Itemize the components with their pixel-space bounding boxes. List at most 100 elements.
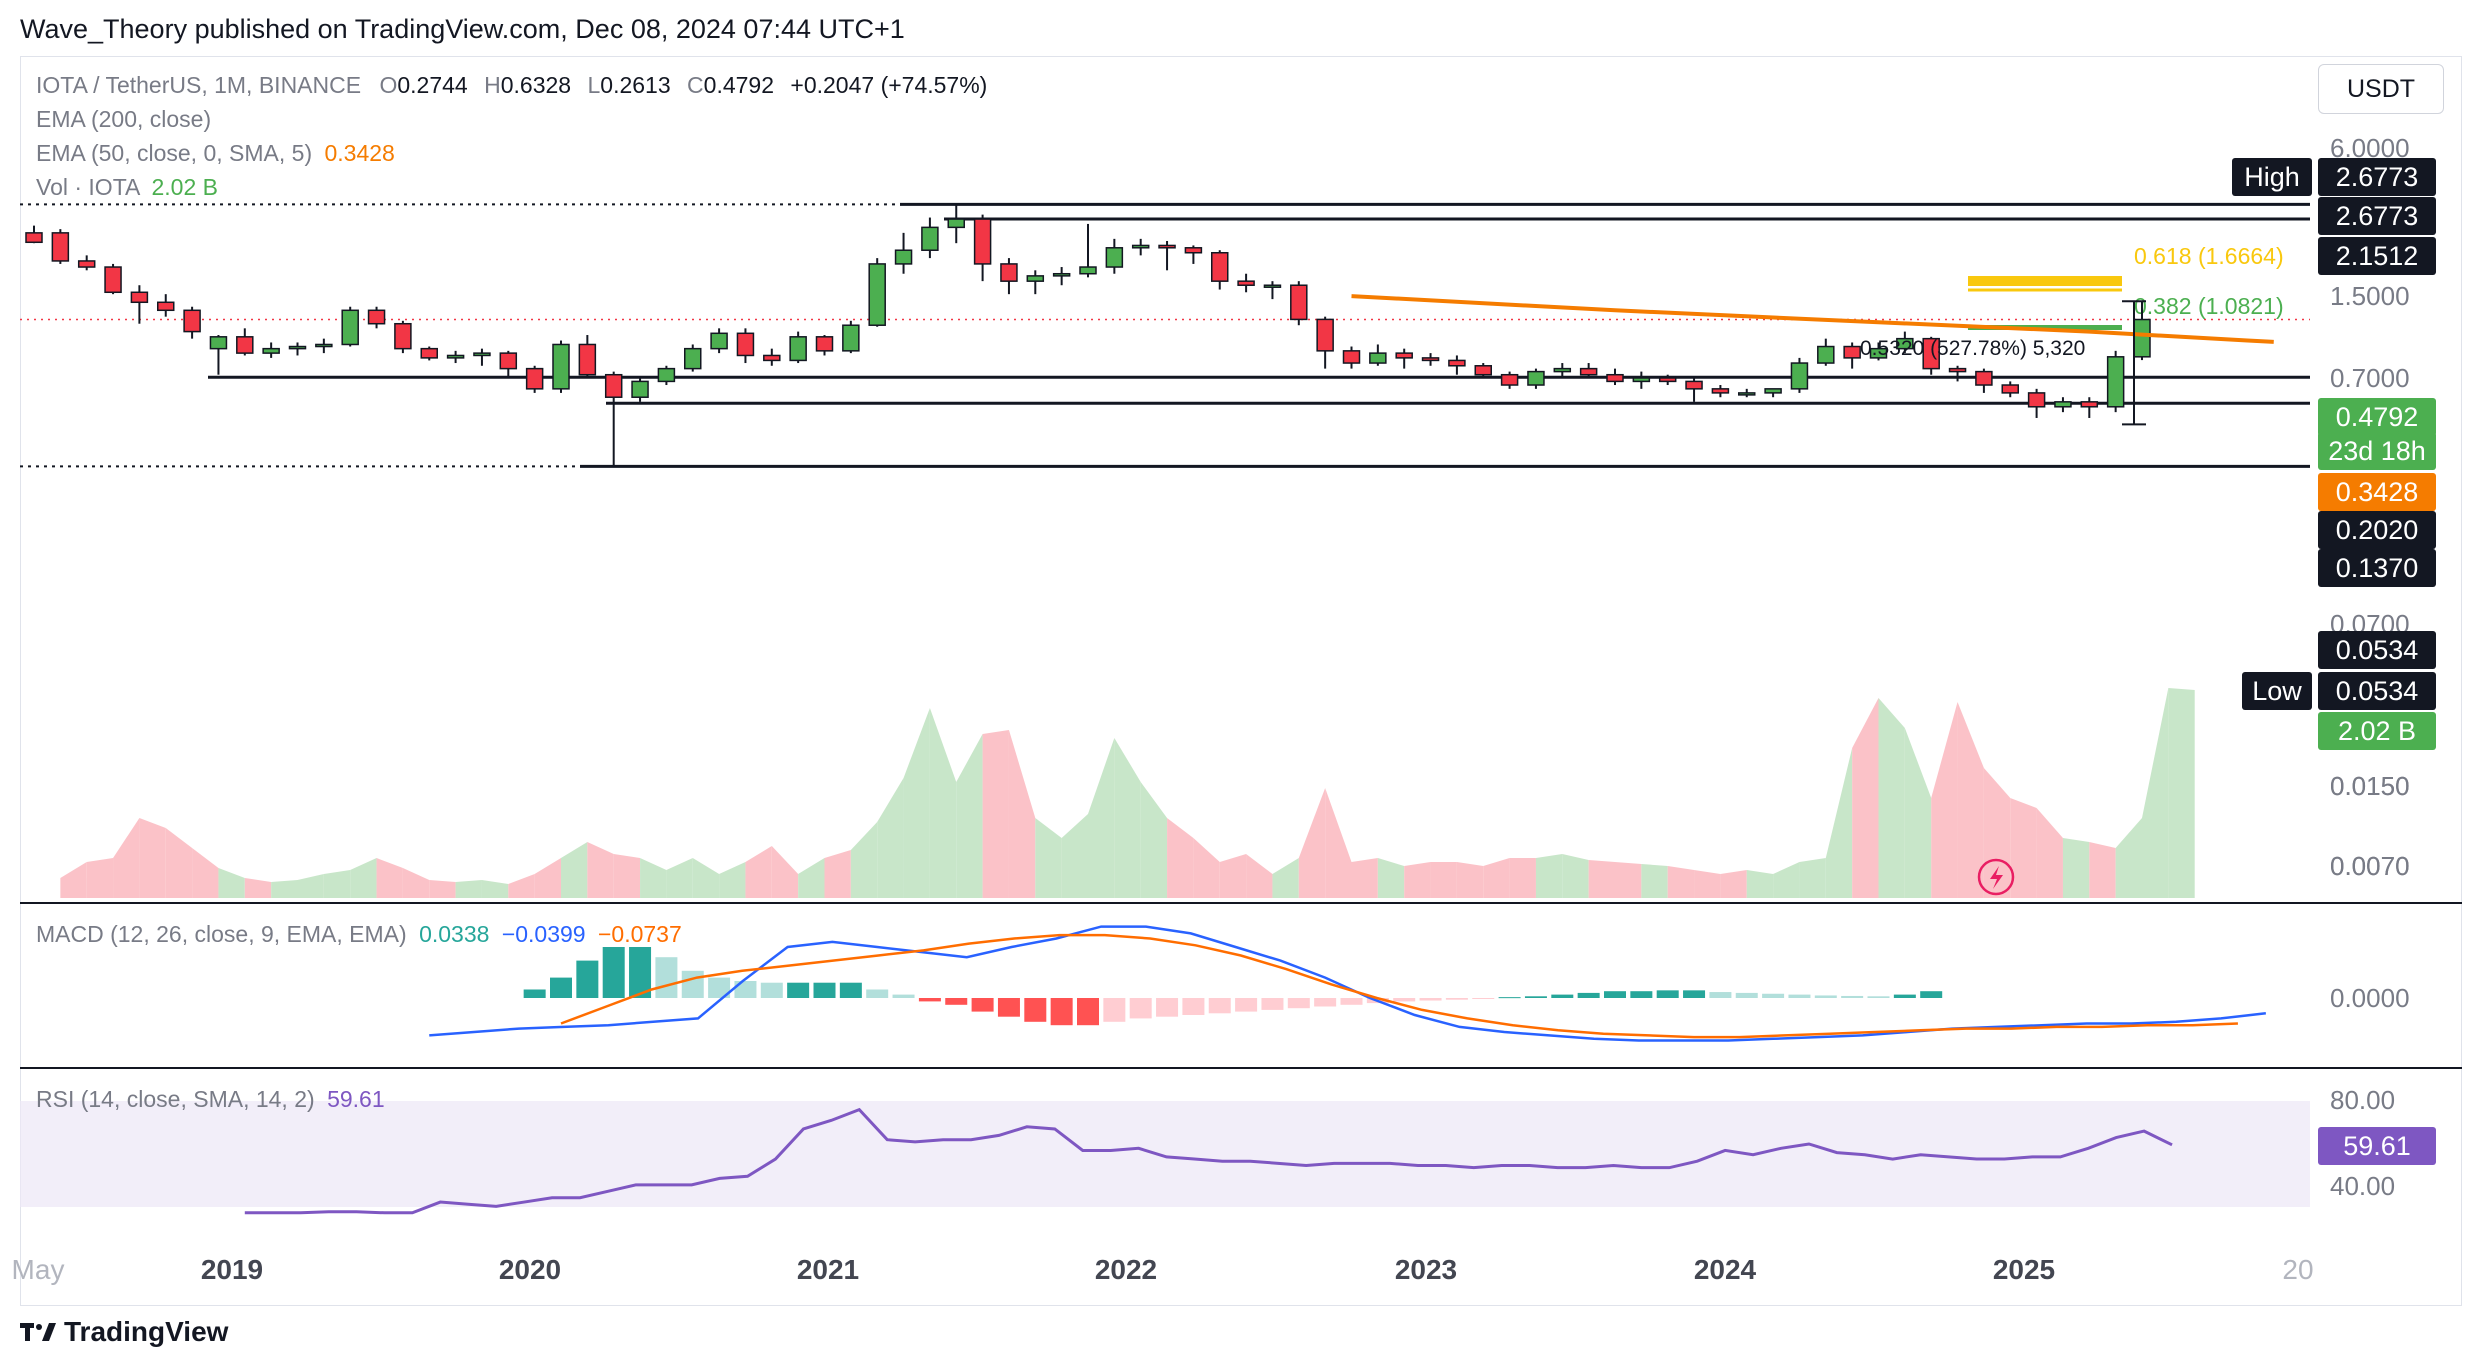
- symbol-pair[interactable]: IOTA / TetherUS, 1M, BINANCE: [36, 72, 362, 98]
- rsi-label[interactable]: RSI (14, close, SMA, 14, 2): [36, 1086, 315, 1112]
- rsi-value: 59.61: [327, 1086, 385, 1112]
- support-tag-2: 0.1370: [2336, 553, 2419, 583]
- low-line-tag-bg: [2318, 631, 2436, 669]
- volume-area-segment: [1325, 788, 1352, 898]
- ema-value-tag-bg: [2318, 473, 2436, 511]
- candle-body: [1079, 266, 1097, 275]
- volume-area-segment: [1694, 870, 1721, 898]
- candle-body: [2133, 318, 2151, 358]
- macd-axis-tick: 0.0000: [2330, 983, 2410, 1013]
- candle-body: [1395, 352, 1413, 359]
- macd-histogram-bar: [1235, 998, 1258, 1012]
- ema200-legend[interactable]: EMA (200, close): [36, 106, 211, 133]
- candle-body: [1105, 247, 1124, 268]
- macd-label[interactable]: MACD (12, 26, close, 9, EMA, EMA): [36, 921, 407, 947]
- candle-body: [1948, 367, 1967, 373]
- volume-area-segment: [1246, 854, 1273, 898]
- candle-body: [1790, 362, 1809, 390]
- lightning-icon: [1990, 866, 2003, 889]
- candle-body: [446, 354, 465, 359]
- low-line-tag: 0.0534: [2336, 635, 2419, 665]
- macd-histogram-bar: [1841, 995, 1864, 998]
- ema200-label[interactable]: EMA (200, close): [36, 106, 212, 132]
- time-axis-tick: 2020: [499, 1254, 561, 1285]
- volume-area-segment: [2142, 688, 2169, 898]
- low-price-tag-bg: [2318, 672, 2436, 710]
- macd-hist-value: 0.0338: [419, 921, 490, 947]
- macd-histogram-bar: [787, 982, 810, 998]
- volume-area-segment: [1140, 782, 1168, 898]
- candle-body: [578, 343, 597, 376]
- low-label-tag-bg: [2242, 672, 2312, 710]
- volume-area-segment: [1298, 788, 1326, 898]
- volume-area-segment: [1825, 748, 1853, 898]
- macd-line: [429, 925, 2266, 1042]
- price-axis-tick: 1.5000: [2330, 281, 2410, 311]
- tradingview-logo-icon: [20, 1318, 56, 1350]
- candle-body: [1896, 337, 1914, 350]
- candle-body: [473, 352, 491, 357]
- volume-area-segment: [1615, 862, 1642, 898]
- price-axis: 6.00001.50000.70000.07000.01500.00700.01…: [2232, 133, 2436, 1201]
- macd-histogram-bar: [839, 982, 862, 998]
- ema50-legend[interactable]: EMA (50, close, 0, SMA, 5) 0.3428: [36, 140, 395, 167]
- candle-body: [1606, 373, 1624, 383]
- candle-body: [1764, 388, 1782, 394]
- volume-legend[interactable]: Vol · IOTA 2.02 B: [36, 174, 218, 201]
- volume-value: 2.02 B: [151, 174, 219, 200]
- candle-body: [684, 347, 702, 370]
- volume-area-segment: [2089, 842, 2116, 898]
- macd-histogram-bar: [1867, 996, 1890, 998]
- published-by-text: Wave_Theory published on TradingView.com…: [20, 14, 905, 44]
- volume-area-segment: [1456, 862, 1484, 898]
- fib-level-line: [1968, 325, 2122, 330]
- volume-area-segment: [877, 778, 904, 898]
- low-label-tag: Low: [2252, 676, 2302, 706]
- macd-histogram-bar: [1920, 991, 1943, 998]
- close-value: 0.4792: [703, 72, 775, 98]
- candle-body: [1553, 367, 1572, 373]
- chart-frame[interactable]: [20, 56, 2462, 1306]
- high-label: H: [484, 72, 501, 98]
- ema50-value: 0.3428: [324, 140, 395, 166]
- candle-body: [157, 301, 175, 312]
- symbol-legend[interactable]: IOTA / TetherUS, 1M, BINANCE O0.2744 H0.…: [36, 72, 987, 99]
- high-label-tag: High: [2244, 162, 2300, 192]
- rsi-line: [244, 1107, 2173, 1215]
- volume-area-segment: [850, 822, 878, 898]
- volume-label[interactable]: Vol · IOTA: [36, 174, 140, 200]
- candle-body: [947, 218, 965, 229]
- rsi-legend[interactable]: RSI (14, close, SMA, 14, 2) 59.61: [36, 1086, 385, 1113]
- footer-brand-text: TradingView: [64, 1316, 229, 1347]
- candle-body: [499, 352, 518, 370]
- macd-histogram-bar: [997, 998, 1020, 1017]
- candle-body: [130, 291, 149, 304]
- candle-body: [2054, 401, 2072, 408]
- macd-histogram-bar: [971, 998, 994, 1012]
- macd-legend[interactable]: MACD (12, 26, close, 9, EMA, EMA) 0.0338…: [36, 921, 682, 948]
- volume-area-segment: [903, 708, 930, 898]
- footer-brand[interactable]: TradingView: [20, 1316, 228, 1360]
- ema50-label[interactable]: EMA (50, close, 0, SMA, 5): [36, 140, 313, 166]
- macd-histogram-bar: [734, 981, 757, 998]
- support-tag-2-bg: [2318, 549, 2436, 587]
- volume-area-segment: [86, 858, 114, 898]
- volume-area-segment: [1773, 862, 1800, 898]
- candle-body: [1211, 251, 1229, 282]
- candle-body: [1263, 284, 1282, 288]
- volume-area-segment: [429, 880, 456, 898]
- macd-histogram-bar: [550, 977, 572, 998]
- volume-area-segment: [824, 850, 851, 898]
- time-axis-tick: 2024: [1694, 1254, 1757, 1285]
- volume-area-segment: [60, 862, 87, 898]
- candle-body: [815, 336, 834, 352]
- macd-histogram-bar: [708, 977, 731, 998]
- candle-body: [1738, 392, 1756, 396]
- fib-level-line: [1968, 276, 2122, 286]
- price-axis-tick: 0.0150: [2330, 771, 2410, 801]
- volume-area-segment: [1957, 702, 1984, 898]
- macd-histogram-bar: [1577, 992, 1600, 998]
- candle-body: [1500, 373, 1519, 386]
- currency-button[interactable]: USDT: [2318, 64, 2444, 114]
